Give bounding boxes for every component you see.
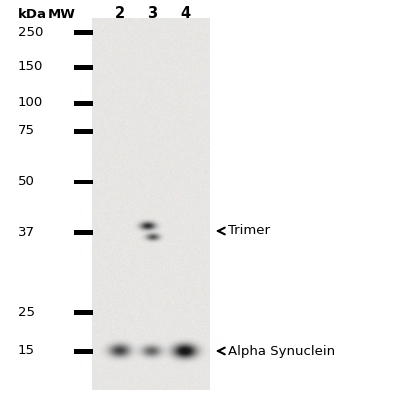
Bar — [92, 18, 210, 390]
Text: 50: 50 — [18, 176, 35, 188]
Text: 3: 3 — [147, 6, 157, 22]
Bar — [74, 128, 93, 134]
Bar — [74, 100, 93, 106]
Text: MW: MW — [48, 8, 76, 20]
Text: 4: 4 — [180, 6, 190, 22]
Bar — [74, 230, 93, 234]
Text: Trimer: Trimer — [228, 224, 270, 238]
Bar — [74, 64, 93, 70]
Bar — [74, 180, 93, 184]
Text: 150: 150 — [18, 60, 43, 74]
Text: Alpha Synuclein: Alpha Synuclein — [228, 344, 335, 358]
Text: 25: 25 — [18, 306, 35, 318]
Bar — [74, 310, 93, 314]
Text: 2: 2 — [115, 6, 125, 22]
Text: 250: 250 — [18, 26, 43, 38]
Bar — [74, 30, 93, 34]
Text: 75: 75 — [18, 124, 35, 138]
Text: kDa: kDa — [18, 8, 47, 20]
Text: 37: 37 — [18, 226, 35, 238]
Bar — [74, 348, 93, 354]
Text: 15: 15 — [18, 344, 35, 358]
Text: 100: 100 — [18, 96, 43, 110]
